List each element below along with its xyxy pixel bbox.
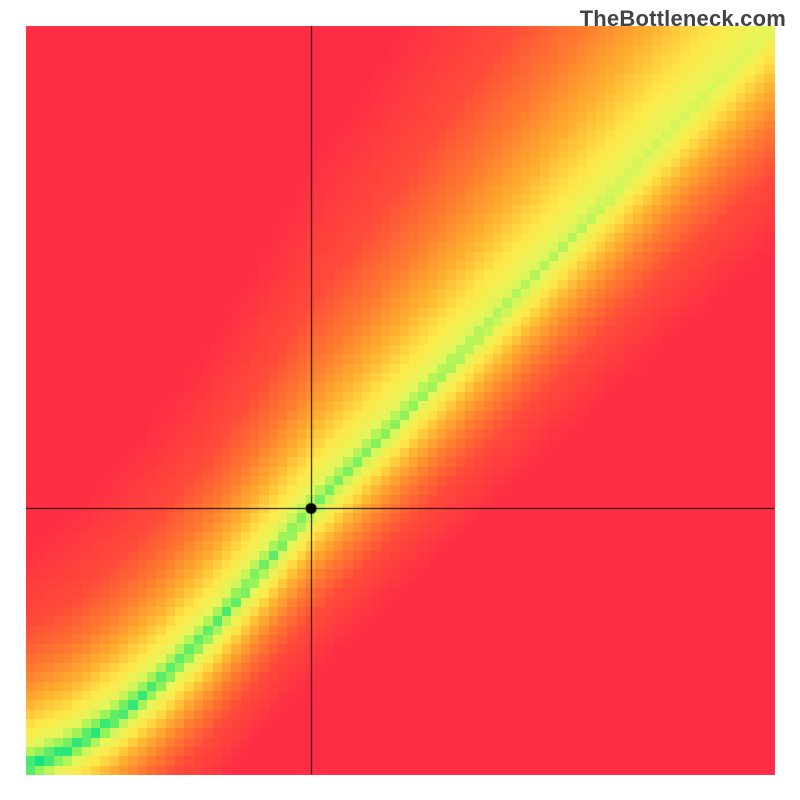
watermark-label: TheBottleneck.com: [580, 6, 786, 32]
chart-container: TheBottleneck.com: [0, 0, 800, 800]
overlay-canvas: [0, 0, 800, 800]
